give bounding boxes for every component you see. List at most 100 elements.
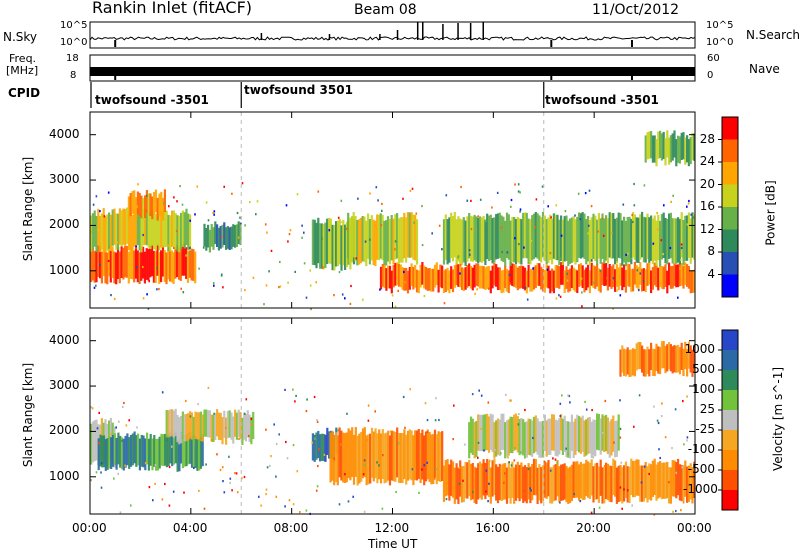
echo-cell bbox=[140, 216, 143, 253]
echo-speckle bbox=[379, 288, 381, 291]
echo-cell bbox=[478, 461, 482, 498]
echo-cell bbox=[459, 264, 462, 288]
echo-speckle bbox=[231, 489, 233, 492]
echo-cell bbox=[171, 210, 174, 247]
echo-cell bbox=[347, 212, 350, 259]
echo-cell bbox=[626, 263, 629, 287]
echo-cell bbox=[632, 268, 635, 292]
echo-speckle bbox=[487, 401, 490, 404]
echo-speckle bbox=[514, 237, 516, 240]
echo-speckle bbox=[561, 394, 563, 397]
colorbar-segment bbox=[722, 470, 738, 491]
echo-cell bbox=[181, 210, 184, 247]
echo-speckle bbox=[97, 228, 100, 231]
echo-cell bbox=[466, 462, 469, 499]
echo-cell bbox=[487, 215, 491, 261]
echo-cell bbox=[134, 246, 138, 279]
echo-speckle bbox=[333, 457, 335, 460]
echo-cell bbox=[102, 435, 106, 468]
echo-cell bbox=[176, 440, 179, 472]
echo-cell bbox=[585, 219, 588, 265]
echo-cell bbox=[567, 220, 570, 267]
echo-cell bbox=[572, 421, 575, 458]
echo-speckle bbox=[389, 430, 392, 433]
echo-speckle bbox=[680, 243, 683, 246]
echo-speckle bbox=[333, 294, 335, 297]
echo-speckle bbox=[113, 477, 115, 480]
echo-cell bbox=[203, 409, 206, 437]
echo-speckle bbox=[573, 492, 575, 496]
echo-speckle bbox=[587, 224, 590, 227]
echo-cell bbox=[183, 243, 186, 276]
echo-speckle bbox=[338, 503, 341, 506]
echo-cell bbox=[493, 263, 496, 286]
echo-speckle bbox=[193, 466, 195, 470]
echo-speckle bbox=[168, 504, 171, 507]
echo-speckle bbox=[172, 490, 175, 493]
echo-speckle bbox=[223, 185, 225, 188]
echo-cell bbox=[473, 264, 476, 288]
echo-cell bbox=[684, 460, 687, 497]
echo-cell bbox=[682, 219, 685, 266]
echo-cell bbox=[412, 266, 415, 290]
echo-cell bbox=[606, 218, 609, 264]
echo-speckle bbox=[510, 205, 512, 208]
echo-cell bbox=[678, 263, 681, 287]
echo-speckle bbox=[669, 246, 672, 250]
echo-speckle bbox=[345, 227, 348, 230]
echo-cell bbox=[516, 267, 519, 291]
echo-cell bbox=[408, 212, 411, 258]
power-panel bbox=[90, 112, 696, 311]
echo-speckle bbox=[421, 205, 423, 208]
echo-cell bbox=[619, 213, 622, 259]
echo-speckle bbox=[147, 307, 150, 310]
echo-cell bbox=[223, 222, 226, 245]
colorbar-segment bbox=[722, 117, 738, 140]
echo-cell bbox=[122, 208, 125, 245]
echo-cell bbox=[551, 414, 554, 451]
echo-cell bbox=[532, 458, 536, 496]
echo-cell bbox=[549, 270, 552, 294]
echo-speckle bbox=[687, 202, 690, 205]
echo-speckle bbox=[118, 420, 120, 423]
echo-speckle bbox=[229, 477, 232, 480]
colorbar-segment bbox=[722, 274, 738, 298]
echo-cell bbox=[399, 264, 402, 288]
echo-speckle bbox=[672, 194, 674, 197]
echo-speckle bbox=[603, 464, 606, 468]
power-ylabel: Slant Range [km] bbox=[21, 156, 36, 262]
echo-cell bbox=[583, 213, 586, 259]
echo-cell bbox=[677, 217, 680, 263]
echo-cell bbox=[669, 266, 672, 289]
echo-cell bbox=[324, 222, 327, 268]
echo-speckle bbox=[526, 298, 529, 301]
echo-speckle bbox=[523, 246, 525, 249]
echo-cell bbox=[145, 209, 148, 246]
echo-speckle bbox=[270, 455, 272, 458]
echo-cell bbox=[619, 349, 622, 377]
echo-cell bbox=[401, 217, 404, 263]
echo-cell bbox=[608, 212, 611, 258]
echo-cell bbox=[180, 212, 183, 250]
echo-cell bbox=[335, 221, 338, 267]
echo-cell bbox=[370, 427, 374, 478]
echo-cell bbox=[655, 264, 658, 288]
echo-cell bbox=[453, 265, 456, 288]
echo-cell bbox=[351, 427, 354, 478]
echo-cell bbox=[201, 434, 204, 467]
echo-cell bbox=[502, 216, 505, 263]
echo-speckle bbox=[500, 452, 502, 455]
echo-speckle bbox=[534, 226, 536, 229]
echo-speckle bbox=[550, 216, 552, 219]
colorbar-tick-label: 16 bbox=[699, 199, 715, 213]
echo-cell bbox=[689, 345, 692, 373]
echo-cell bbox=[561, 464, 564, 501]
echo-speckle bbox=[142, 265, 144, 269]
echo-cell bbox=[648, 217, 651, 263]
echo-cell bbox=[450, 459, 453, 496]
echo-cell bbox=[340, 430, 343, 481]
echo-cell bbox=[210, 224, 213, 247]
echo-speckle bbox=[566, 279, 569, 282]
echo-cell bbox=[691, 467, 694, 504]
echo-cell bbox=[596, 413, 599, 450]
